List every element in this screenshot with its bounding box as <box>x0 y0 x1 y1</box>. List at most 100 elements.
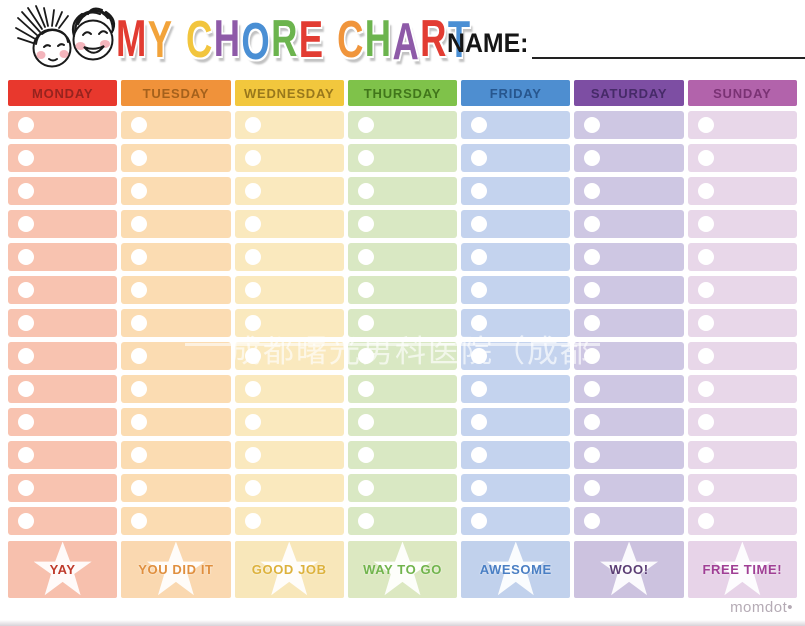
chore-checkbox[interactable] <box>584 315 601 331</box>
chore-checkbox[interactable] <box>18 117 34 133</box>
chore-checkbox[interactable] <box>584 414 601 430</box>
chore-checkbox[interactable] <box>471 480 488 496</box>
chore-checkbox[interactable] <box>471 117 488 133</box>
chore-checkbox[interactable] <box>18 480 34 496</box>
chore-slot <box>121 474 231 502</box>
chore-checkbox[interactable] <box>18 513 34 529</box>
chore-slot <box>461 507 571 535</box>
chore-checkbox[interactable] <box>244 249 261 265</box>
name-input-line[interactable] <box>531 31 805 59</box>
chore-checkbox[interactable] <box>471 414 488 430</box>
chore-checkbox[interactable] <box>244 150 261 166</box>
chore-checkbox[interactable] <box>18 315 34 331</box>
chore-checkbox[interactable] <box>471 348 488 364</box>
chore-checkbox[interactable] <box>697 216 714 232</box>
chore-checkbox[interactable] <box>131 117 148 133</box>
chore-checkbox[interactable] <box>244 447 261 463</box>
chore-checkbox[interactable] <box>357 150 374 166</box>
chore-checkbox[interactable] <box>244 381 261 397</box>
chore-checkbox[interactable] <box>131 447 148 463</box>
chore-checkbox[interactable] <box>697 381 714 397</box>
chore-checkbox[interactable] <box>357 480 374 496</box>
chore-checkbox[interactable] <box>18 447 34 463</box>
chore-checkbox[interactable] <box>244 414 261 430</box>
chore-checkbox[interactable] <box>357 216 374 232</box>
chore-checkbox[interactable] <box>697 117 714 133</box>
chore-checkbox[interactable] <box>584 513 601 529</box>
chore-checkbox[interactable] <box>584 348 601 364</box>
chore-slot <box>574 441 684 469</box>
chore-checkbox[interactable] <box>244 216 261 232</box>
chore-checkbox[interactable] <box>244 282 261 298</box>
chore-checkbox[interactable] <box>471 183 488 199</box>
chore-slot <box>347 309 458 337</box>
chore-checkbox[interactable] <box>18 282 34 298</box>
chore-checkbox[interactable] <box>244 480 261 496</box>
chore-checkbox[interactable] <box>18 183 34 199</box>
chore-checkbox[interactable] <box>697 414 714 430</box>
chore-checkbox[interactable] <box>471 216 488 232</box>
chore-checkbox[interactable] <box>18 249 34 265</box>
chore-rows-tuesday <box>121 111 231 535</box>
chore-checkbox[interactable] <box>244 513 261 529</box>
chore-checkbox[interactable] <box>131 414 148 430</box>
chore-checkbox[interactable] <box>131 249 148 265</box>
chore-checkbox[interactable] <box>131 150 148 166</box>
chore-checkbox[interactable] <box>471 447 488 463</box>
chore-checkbox[interactable] <box>584 381 601 397</box>
chore-checkbox[interactable] <box>697 480 714 496</box>
chore-checkbox[interactable] <box>471 150 488 166</box>
chore-checkbox[interactable] <box>584 150 601 166</box>
chore-checkbox[interactable] <box>131 513 148 529</box>
chore-checkbox[interactable] <box>697 447 714 463</box>
chore-checkbox[interactable] <box>244 183 261 199</box>
chore-checkbox[interactable] <box>584 480 601 496</box>
chore-checkbox[interactable] <box>471 381 488 397</box>
chore-checkbox[interactable] <box>131 381 148 397</box>
chore-checkbox[interactable] <box>357 447 374 463</box>
chore-checkbox[interactable] <box>18 150 34 166</box>
chore-checkbox[interactable] <box>584 117 601 133</box>
chore-checkbox[interactable] <box>584 447 601 463</box>
chore-checkbox[interactable] <box>131 183 148 199</box>
chore-checkbox[interactable] <box>471 315 488 331</box>
chore-checkbox[interactable] <box>697 249 714 265</box>
chore-checkbox[interactable] <box>357 315 374 331</box>
chore-checkbox[interactable] <box>697 315 714 331</box>
chore-checkbox[interactable] <box>357 348 374 364</box>
chore-checkbox[interactable] <box>18 348 34 364</box>
chore-checkbox[interactable] <box>584 249 601 265</box>
chore-checkbox[interactable] <box>131 480 148 496</box>
chore-checkbox[interactable] <box>244 315 261 331</box>
chore-slot <box>461 243 571 271</box>
chore-checkbox[interactable] <box>697 150 714 166</box>
chore-checkbox[interactable] <box>357 513 374 529</box>
chore-checkbox[interactable] <box>471 282 488 298</box>
chore-checkbox[interactable] <box>584 282 601 298</box>
chore-checkbox[interactable] <box>584 216 601 232</box>
chore-checkbox[interactable] <box>357 282 374 298</box>
chore-checkbox[interactable] <box>357 381 374 397</box>
chore-checkbox[interactable] <box>18 414 34 430</box>
chore-checkbox[interactable] <box>131 216 148 232</box>
chore-checkbox[interactable] <box>357 249 374 265</box>
chore-checkbox[interactable] <box>697 183 714 199</box>
chore-checkbox[interactable] <box>471 513 488 529</box>
chore-checkbox[interactable] <box>584 183 601 199</box>
chore-checkbox[interactable] <box>357 183 374 199</box>
chore-checkbox[interactable] <box>471 249 488 265</box>
chore-checkbox[interactable] <box>244 117 261 133</box>
chore-checkbox[interactable] <box>357 117 374 133</box>
reward-cell-monday: YAY <box>8 541 118 598</box>
chore-checkbox[interactable] <box>244 348 261 364</box>
chore-checkbox[interactable] <box>697 348 714 364</box>
chore-checkbox[interactable] <box>697 513 714 529</box>
chore-checkbox[interactable] <box>18 381 34 397</box>
chore-checkbox[interactable] <box>697 282 714 298</box>
chore-checkbox[interactable] <box>131 282 148 298</box>
chore-checkbox[interactable] <box>18 216 34 232</box>
chore-checkbox[interactable] <box>357 414 374 430</box>
chore-checkbox[interactable] <box>131 348 148 364</box>
chore-checkbox[interactable] <box>131 315 148 331</box>
